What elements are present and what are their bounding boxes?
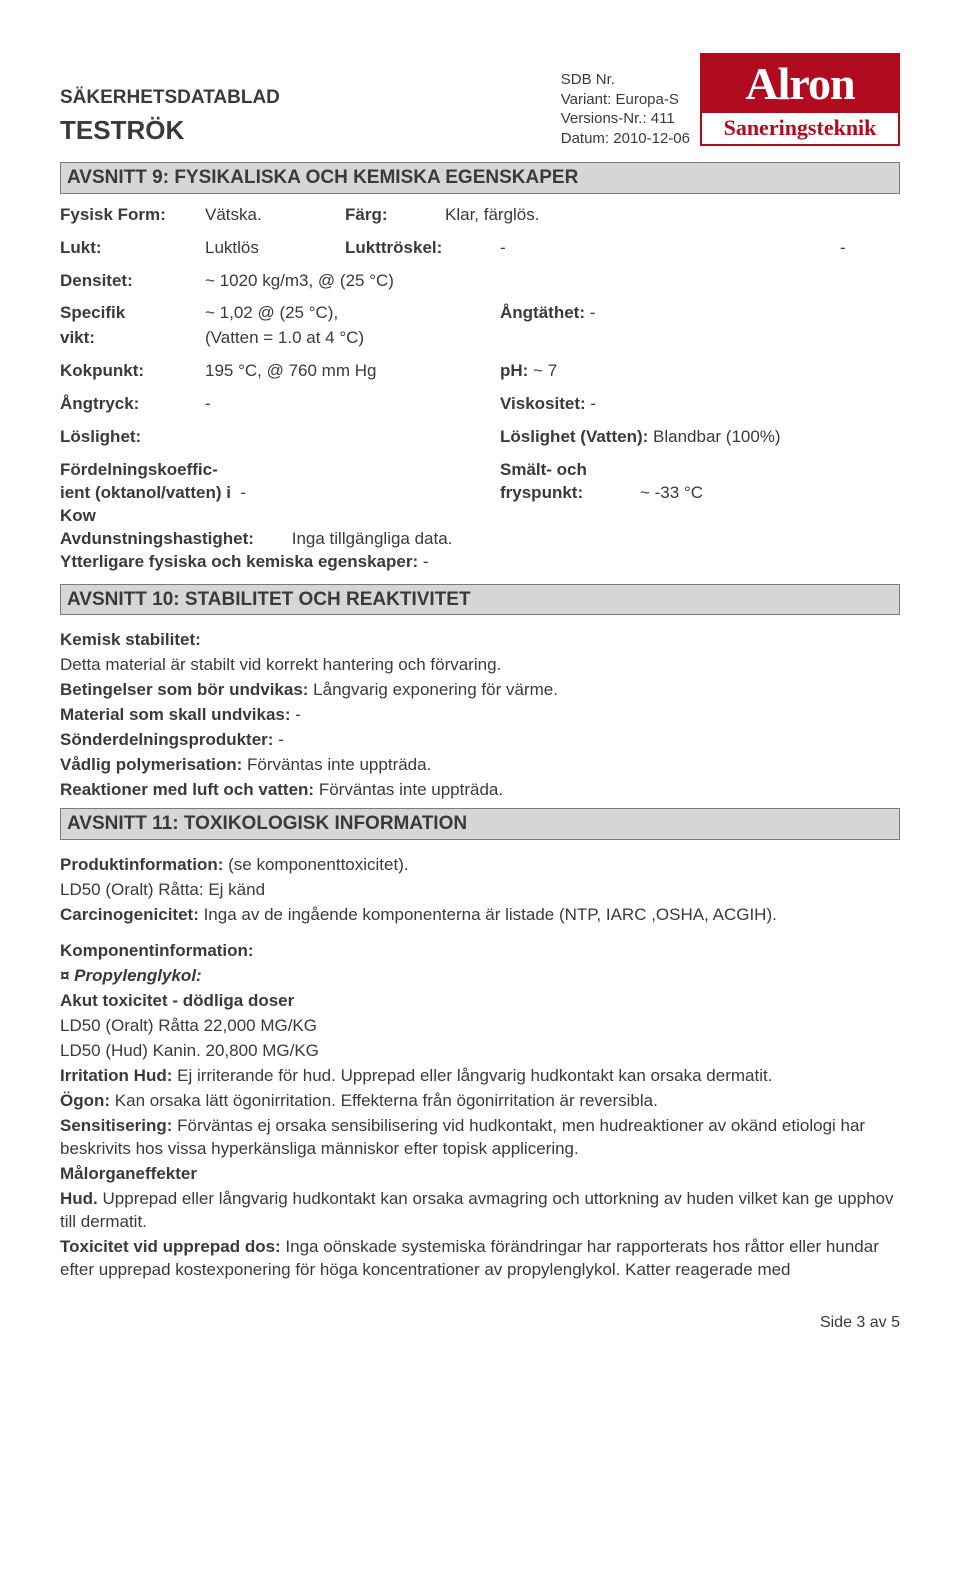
fordel-label1: Fördelningskoeffic- <box>60 459 500 482</box>
logo-brand: Alron <box>700 53 900 113</box>
hud-text: Upprepad eller långvarig hudkontakt kan … <box>60 1189 894 1231</box>
vadlig-text: Förväntas inte uppträda. <box>242 755 431 774</box>
irritation-hud-text: Ej irriterande för hud. Upprepad eller l… <box>172 1066 772 1085</box>
material-undvikas-label: Material som skall undvikas: <box>60 705 291 724</box>
loslighet-vatten-label: Löslighet (Vatten): <box>500 427 648 446</box>
kemisk-stab-label: Kemisk stabilitet: <box>60 630 201 649</box>
reaktioner-label: Reaktioner med luft och vatten: <box>60 780 314 799</box>
ld50-oralt-komponent: LD50 (Oralt) Råtta 22,000 MG/KG <box>60 1015 900 1038</box>
lukt-label: Lukt: <box>60 237 205 260</box>
produktinfo-text: (se komponenttoxicitet). <box>223 855 408 874</box>
header-left: SÄKERHETSDATABLAD TESTRÖK <box>60 85 561 148</box>
page-footer: Side 3 av 5 <box>60 1312 900 1334</box>
reaktioner-text: Förväntas inte uppträda. <box>314 780 503 799</box>
section-11-body: Produktinformation: (se komponenttoxicit… <box>60 854 900 1282</box>
avdunst-label: Avdunstningshastighet: <box>60 529 254 548</box>
logo: Alron Saneringsteknik <box>700 53 900 148</box>
carcino-label: Carcinogenicitet: <box>60 905 199 924</box>
kokpunkt-label: Kokpunkt: <box>60 360 205 383</box>
fysisk-form-label: Fysisk Form: <box>60 204 205 227</box>
fordel-label3: Kow <box>60 505 96 528</box>
lukttroskel-value: - <box>500 237 570 260</box>
specifik-label2: vikt: <box>60 327 205 350</box>
komponentinfo-label: Komponentinformation: <box>60 940 900 963</box>
meta-variant: Variant: Europa-S <box>561 90 690 110</box>
sensitisering-text: Förväntas ej orsaka sensibilisering vid … <box>60 1116 865 1158</box>
doc-title: TESTRÖK <box>60 113 561 148</box>
angtathet-value: - <box>585 303 595 322</box>
vadlig-label: Vådlig polymerisation: <box>60 755 242 774</box>
sonderdel-label: Sönderdelningsprodukter: <box>60 730 273 749</box>
irritation-hud-label: Irritation Hud: <box>60 1066 172 1085</box>
farg-label: Färg: <box>345 204 445 227</box>
densitet-label: Densitet: <box>60 270 205 293</box>
betingelser-label: Betingelser som bör undvikas: <box>60 680 308 699</box>
carcino-text: Inga av de ingående komponenterna är lis… <box>199 905 777 924</box>
ogon-label: Ögon: <box>60 1091 110 1110</box>
section-10-body: Kemisk stabilitet: Detta material är sta… <box>60 629 900 802</box>
lukttroskel-label: Lukttröskel: <box>345 237 500 260</box>
meta-sdb: SDB Nr. <box>561 70 690 90</box>
specifik-value2: (Vatten = 1.0 at 4 °C) <box>205 327 364 350</box>
meta-datum: Datum: 2010-12-06 <box>561 129 690 149</box>
farg-value: Klar, färglös. <box>445 204 540 227</box>
lukttroskel-value2: - <box>840 237 900 260</box>
doc-type: SÄKERHETSDATABLAD <box>60 85 561 111</box>
fordel-label2: ient (oktanol/vatten) i <box>60 483 231 502</box>
betingelser-text: Långvarig exponering för värme. <box>308 680 557 699</box>
ogon-text: Kan orsaka lätt ögonirritation. Effekter… <box>110 1091 658 1110</box>
malorganeffekter-label: Målorganeffekter <box>60 1163 900 1186</box>
section-9-body: Fysisk Form: Vätska. Färg: Klar, färglös… <box>60 204 900 574</box>
section-10-heading: AVSNITT 10: STABILITET OCH REAKTIVITET <box>60 584 900 616</box>
ytterligare-value: - <box>418 552 428 571</box>
material-undvikas-text: - <box>291 705 301 724</box>
kemisk-stab-text: Detta material är stabilt vid korrekt ha… <box>60 654 900 677</box>
loslighet-label: Löslighet: <box>60 426 205 449</box>
avdunst-value: Inga tillgängliga data. <box>292 529 453 548</box>
angtryck-value: - <box>205 393 500 416</box>
komponent-propylenglykol: ¤ Propylenglykol: <box>60 965 900 988</box>
ytterligare-label: Ytterligare fysiska och kemiska egenskap… <box>60 552 418 571</box>
ld50-hud-komponent: LD50 (Hud) Kanin. 20,800 MG/KG <box>60 1040 900 1063</box>
loslighet-vatten-value: Blandbar (100%) <box>648 427 780 446</box>
viskositet-label: Viskositet: <box>500 394 586 413</box>
densitet-value: ~ 1020 kg/m3, @ (25 °C) <box>205 270 394 293</box>
sonderdel-text: - <box>273 730 283 749</box>
akut-tox-label: Akut toxicitet - dödliga doser <box>60 990 900 1013</box>
produktinfo-label: Produktinformation: <box>60 855 223 874</box>
logo-subtitle: Saneringsteknik <box>700 113 900 146</box>
meta-versions: Versions-Nr.: 411 <box>561 109 690 129</box>
smalt-value: ~ -33 °C <box>640 483 703 502</box>
fysisk-form-value: Vätska. <box>205 204 345 227</box>
specifik-label1: Specifik <box>60 302 205 325</box>
tox-upprepad-label: Toxicitet vid upprepad dos: <box>60 1237 281 1256</box>
section-11-heading: AVSNITT 11: TOXIKOLOGISK INFORMATION <box>60 808 900 840</box>
lukt-value: Luktlös <box>205 237 345 260</box>
smalt-label2: fryspunkt: <box>500 482 640 505</box>
page-header: SÄKERHETSDATABLAD TESTRÖK SDB Nr. Varian… <box>60 30 900 148</box>
specifik-value1: ~ 1,02 @ (25 °C), <box>205 302 500 325</box>
ld50-oralt-produkt: LD50 (Oralt) Råtta: Ej känd <box>60 879 900 902</box>
ph-value: ~ 7 <box>528 361 557 380</box>
angtryck-label: Ångtryck: <box>60 393 205 416</box>
header-meta: SDB Nr. Variant: Europa-S Versions-Nr.: … <box>561 30 690 148</box>
hud-label: Hud. <box>60 1189 98 1208</box>
section-9-heading: AVSNITT 9: FYSIKALISKA OCH KEMISKA EGENS… <box>60 162 900 194</box>
ph-label: pH: <box>500 361 528 380</box>
sensitisering-label: Sensitisering: <box>60 1116 172 1135</box>
smalt-label1: Smält- och <box>500 459 587 482</box>
fordel-value: - <box>240 483 246 502</box>
kokpunkt-value: 195 °C, @ 760 mm Hg <box>205 360 500 383</box>
angtathet-label: Ångtäthet: <box>500 303 585 322</box>
viskositet-value: - <box>586 394 596 413</box>
